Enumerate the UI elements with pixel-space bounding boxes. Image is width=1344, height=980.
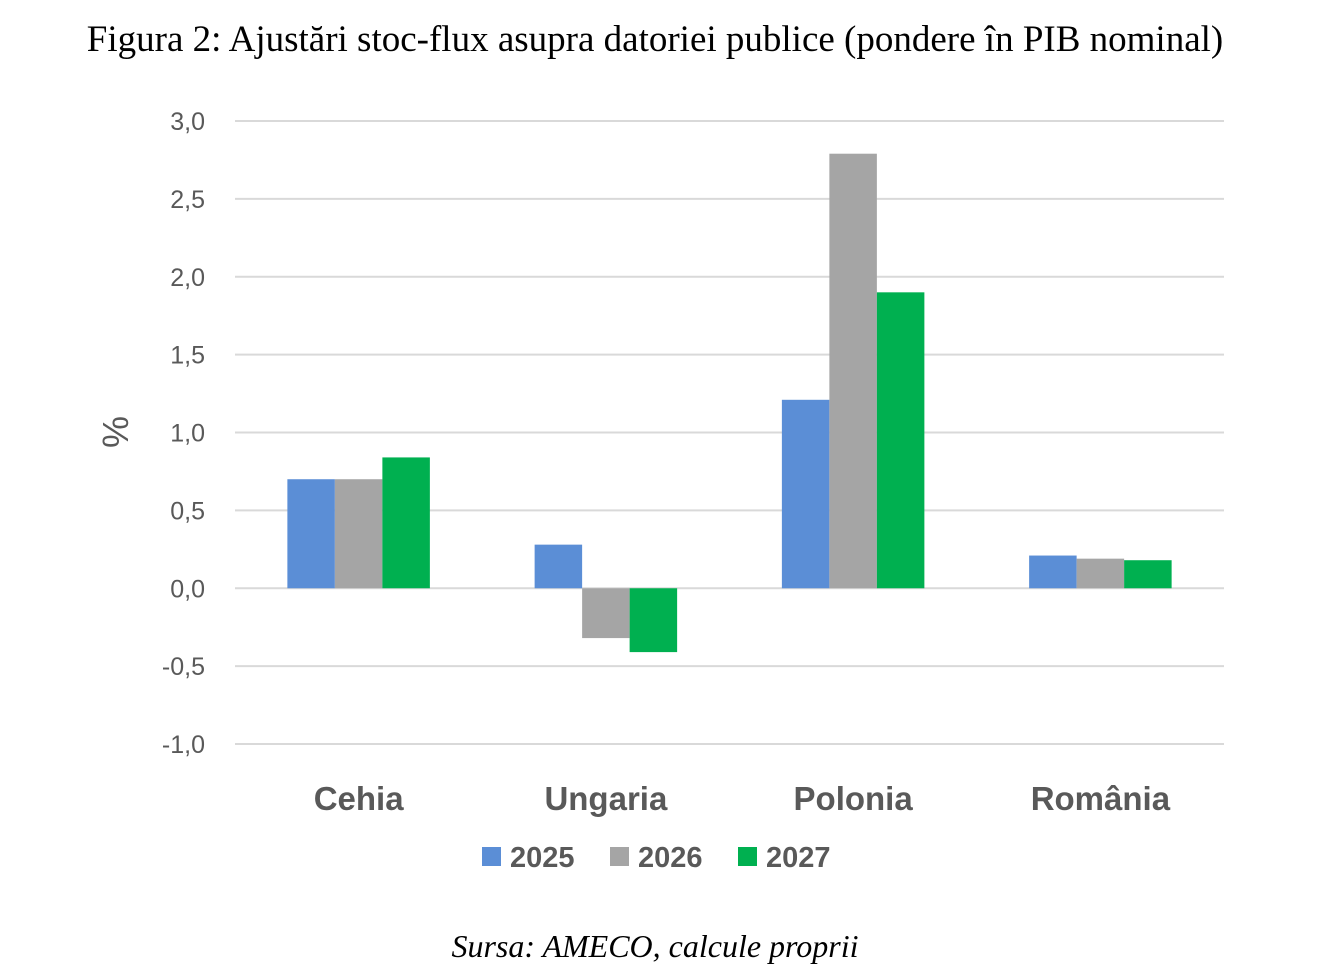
legend-label: 2025 [510, 842, 575, 874]
bar-2025-cehia [287, 479, 335, 589]
bar-2026-românia [1076, 558, 1125, 589]
bar-2025-polonia [781, 399, 830, 589]
y-tick-label: -0,5 [162, 653, 205, 681]
legend-swatch-2027 [738, 847, 757, 866]
y-tick-label: 1,0 [170, 420, 205, 448]
y-tick-label: 0,0 [170, 575, 205, 603]
bar-2026-ungaria [582, 588, 630, 639]
legend-label: 2026 [638, 842, 703, 874]
bar-2026-cehia [334, 479, 383, 589]
y-tick-label: 2,5 [170, 186, 205, 214]
y-tick-label: -1,0 [162, 731, 205, 759]
bar-2025-ungaria [534, 544, 583, 589]
y-axis-label: % [95, 416, 136, 448]
bar-2025-românia [1029, 555, 1077, 589]
y-tick-label: 3,0 [170, 108, 205, 136]
y-tick-label: 0,5 [170, 497, 205, 525]
category-label: România [1031, 780, 1171, 817]
y-tick-label: 2,0 [170, 264, 205, 292]
bar-2027-cehia [382, 457, 430, 589]
chart-title: Figura 2: Ajustări stoc-flux asupra dato… [86, 19, 1224, 60]
chart-source: Sursa: AMECO, calcule proprii [451, 928, 859, 964]
category-label: Cehia [314, 780, 405, 817]
bar-2027-ungaria [629, 588, 678, 653]
category-label: Ungaria [544, 780, 668, 817]
legend-swatch-2026 [610, 847, 629, 866]
bar-2027-polonia [876, 292, 925, 589]
bar-2026-polonia [829, 153, 877, 589]
category-label: Polonia [794, 780, 914, 817]
y-tick-label: 1,5 [170, 342, 205, 370]
legend-label: 2027 [766, 842, 831, 874]
bar-2027-românia [1124, 560, 1172, 589]
legend-swatch-2025 [482, 847, 501, 866]
